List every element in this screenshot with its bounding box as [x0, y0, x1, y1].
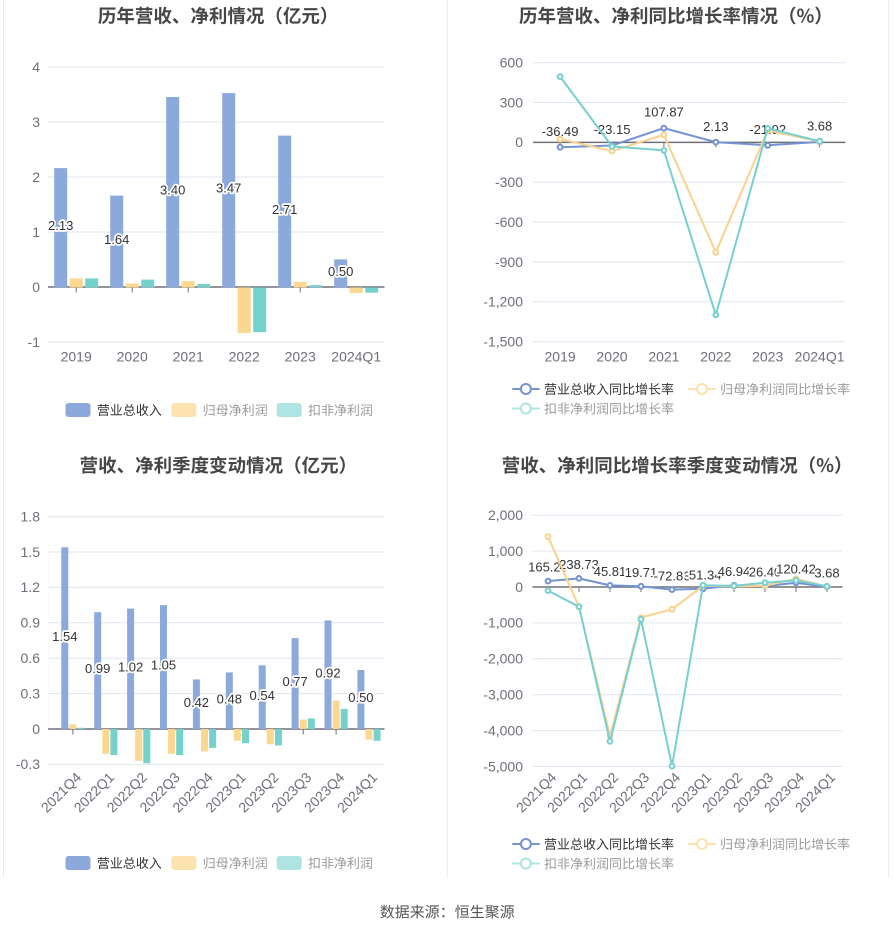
svg-text:19.71: 19.71 [625, 565, 658, 580]
svg-text:0.99: 0.99 [85, 661, 110, 676]
svg-text:-51.34: -51.34 [685, 568, 722, 583]
svg-text:-1,000: -1,000 [483, 615, 523, 631]
svg-text:-3,000: -3,000 [483, 687, 523, 703]
svg-text:2024Q1: 2024Q1 [331, 349, 381, 365]
svg-text:0.92: 0.92 [315, 665, 340, 680]
svg-text:0.77: 0.77 [282, 674, 307, 689]
svg-text:0: 0 [515, 579, 523, 595]
svg-text:0: 0 [515, 134, 523, 150]
svg-text:0.50: 0.50 [348, 690, 373, 705]
svg-text:0.48: 0.48 [217, 691, 242, 706]
svg-text:2020: 2020 [117, 349, 148, 365]
svg-text:0.42: 0.42 [184, 695, 209, 710]
svg-text:2.71: 2.71 [272, 202, 297, 217]
svg-text:-1: -1 [28, 334, 41, 350]
svg-text:3.47: 3.47 [216, 181, 241, 196]
svg-text:-4,000: -4,000 [483, 722, 523, 738]
svg-text:1.2: 1.2 [21, 579, 41, 595]
svg-text:1.54: 1.54 [52, 629, 77, 644]
svg-text:46.94: 46.94 [718, 564, 751, 579]
svg-text:0.50: 0.50 [328, 264, 353, 279]
svg-text:600: 600 [500, 55, 524, 71]
svg-text:2022: 2022 [229, 349, 260, 365]
svg-text:2023: 2023 [752, 349, 783, 365]
svg-text:3.40: 3.40 [160, 183, 185, 198]
svg-text:-1,500: -1,500 [483, 334, 523, 350]
svg-text:1: 1 [32, 224, 40, 240]
svg-text:-36.49: -36.49 [542, 124, 579, 139]
svg-text:2022: 2022 [700, 349, 731, 365]
svg-text:-900: -900 [495, 254, 523, 270]
svg-text:107.87: 107.87 [644, 105, 684, 120]
svg-text:-2,000: -2,000 [483, 651, 523, 667]
svg-text:0.3: 0.3 [21, 685, 41, 701]
svg-text:-600: -600 [495, 214, 523, 230]
svg-text:2019: 2019 [61, 349, 92, 365]
svg-text:-0.3: -0.3 [16, 756, 40, 772]
svg-text:2021: 2021 [173, 349, 204, 365]
svg-text:2.13: 2.13 [48, 218, 73, 233]
svg-text:26.40: 26.40 [749, 565, 782, 580]
svg-text:2024Q1: 2024Q1 [795, 349, 845, 365]
svg-text:0.9: 0.9 [21, 615, 41, 631]
svg-text:1.64: 1.64 [104, 232, 129, 247]
svg-text:1,000: 1,000 [488, 543, 523, 559]
svg-text:-1,200: -1,200 [483, 294, 523, 310]
svg-text:4: 4 [32, 59, 40, 75]
svg-text:3.68: 3.68 [814, 566, 839, 581]
svg-text:1.02: 1.02 [118, 660, 143, 675]
svg-text:2019: 2019 [545, 349, 576, 365]
svg-text:1.8: 1.8 [21, 508, 41, 524]
svg-text:0: 0 [32, 279, 40, 295]
svg-text:2020: 2020 [596, 349, 627, 365]
svg-text:0: 0 [32, 721, 40, 737]
svg-text:2.13: 2.13 [703, 119, 728, 134]
svg-text:2,000: 2,000 [488, 507, 523, 523]
svg-text:45.81: 45.81 [594, 564, 627, 579]
svg-text:238.73: 238.73 [559, 557, 599, 572]
svg-text:3.68: 3.68 [807, 119, 832, 134]
svg-text:0.6: 0.6 [21, 650, 41, 666]
svg-text:3: 3 [32, 114, 40, 130]
svg-text:1.05: 1.05 [151, 658, 176, 673]
svg-text:120.42: 120.42 [776, 561, 816, 576]
svg-text:2: 2 [32, 169, 40, 185]
svg-text:-72.86: -72.86 [654, 568, 691, 583]
svg-text:0.54: 0.54 [250, 688, 275, 703]
svg-text:300: 300 [500, 94, 524, 110]
svg-text:-300: -300 [495, 174, 523, 190]
svg-text:2021: 2021 [648, 349, 679, 365]
svg-text:2023: 2023 [285, 349, 316, 365]
svg-text:-5,000: -5,000 [483, 758, 523, 774]
svg-text:1.5: 1.5 [21, 544, 41, 560]
